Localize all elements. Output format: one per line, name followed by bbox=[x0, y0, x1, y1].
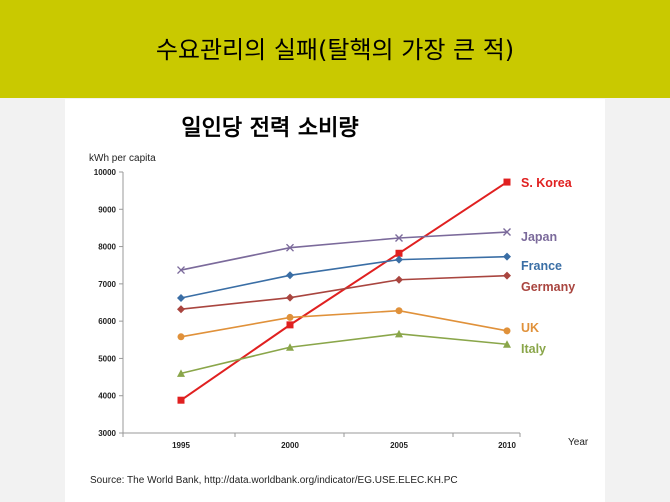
marker-diamond bbox=[503, 252, 511, 261]
marker-triangle bbox=[177, 369, 185, 377]
marker-square bbox=[395, 249, 403, 257]
chart-panel: 일인당 전력 소비량 kWh per capita Year 3000 4000 5000… bbox=[65, 99, 605, 502]
marker-x bbox=[503, 228, 511, 237]
y-tick-label: 4000 bbox=[98, 392, 116, 401]
marker-circle bbox=[177, 333, 185, 341]
legend-label: Italy bbox=[521, 342, 546, 356]
y-tick-label: 5000 bbox=[98, 354, 116, 363]
marker-x bbox=[395, 234, 403, 242]
x-tick-label: 2010 bbox=[498, 441, 516, 450]
marker-circle bbox=[395, 307, 403, 315]
y-tick-label: 7000 bbox=[98, 280, 116, 289]
marker-x bbox=[286, 243, 294, 252]
x-tick-label: 2000 bbox=[281, 441, 299, 450]
source-note: Source: The World Bank, http://data.worl… bbox=[90, 475, 458, 486]
x-tick-label: 2005 bbox=[390, 441, 408, 450]
marker-triangle bbox=[286, 343, 294, 351]
legend-label: France bbox=[521, 259, 562, 273]
marker-circle bbox=[286, 313, 294, 321]
marker-x bbox=[177, 266, 185, 275]
series-line bbox=[180, 274, 508, 311]
marker-triangle bbox=[395, 329, 403, 338]
chart-title: 일인당 전력 소비량 bbox=[181, 116, 358, 141]
y-tick-label: 9000 bbox=[98, 205, 116, 214]
legend-label: Germany bbox=[521, 280, 575, 294]
y-tick-label: 8000 bbox=[98, 243, 116, 252]
series-line bbox=[180, 333, 508, 375]
marker-diamond bbox=[286, 293, 294, 302]
marker-triangle bbox=[503, 340, 511, 348]
marker-diamond bbox=[177, 294, 185, 303]
y-axis-label: kWh per capita bbox=[89, 153, 156, 164]
slide-title: 수요관리의 실패(탈핵의 가장 큰 적) bbox=[155, 36, 515, 64]
title-bar bbox=[0, 0, 670, 98]
marker-diamond bbox=[503, 271, 511, 280]
marker-diamond bbox=[286, 271, 294, 280]
marker-square bbox=[286, 321, 294, 329]
x-tick-label: 1995 bbox=[172, 441, 190, 450]
series-line bbox=[180, 309, 508, 338]
legend-label: Japan bbox=[521, 230, 557, 244]
y-tick-label: 6000 bbox=[98, 317, 116, 326]
line-chart: 일인당 전력 소비량 kWh per capita Year 3000 4000 5000… bbox=[89, 116, 589, 450]
series-line bbox=[180, 231, 508, 271]
series-line bbox=[180, 181, 508, 402]
series-line bbox=[180, 255, 508, 299]
y-tick-label: 10000 bbox=[94, 168, 117, 177]
legend-label: UK bbox=[521, 321, 539, 335]
marker-diamond bbox=[177, 305, 185, 314]
legend-label: S. Korea bbox=[521, 176, 573, 190]
y-tick-label: 3000 bbox=[98, 429, 116, 438]
marker-square bbox=[503, 178, 511, 186]
marker-circle bbox=[503, 327, 511, 335]
marker-square bbox=[177, 396, 185, 404]
marker-diamond bbox=[395, 275, 403, 284]
marker-diamond bbox=[395, 255, 403, 264]
x-axis-label: Year bbox=[568, 437, 589, 448]
